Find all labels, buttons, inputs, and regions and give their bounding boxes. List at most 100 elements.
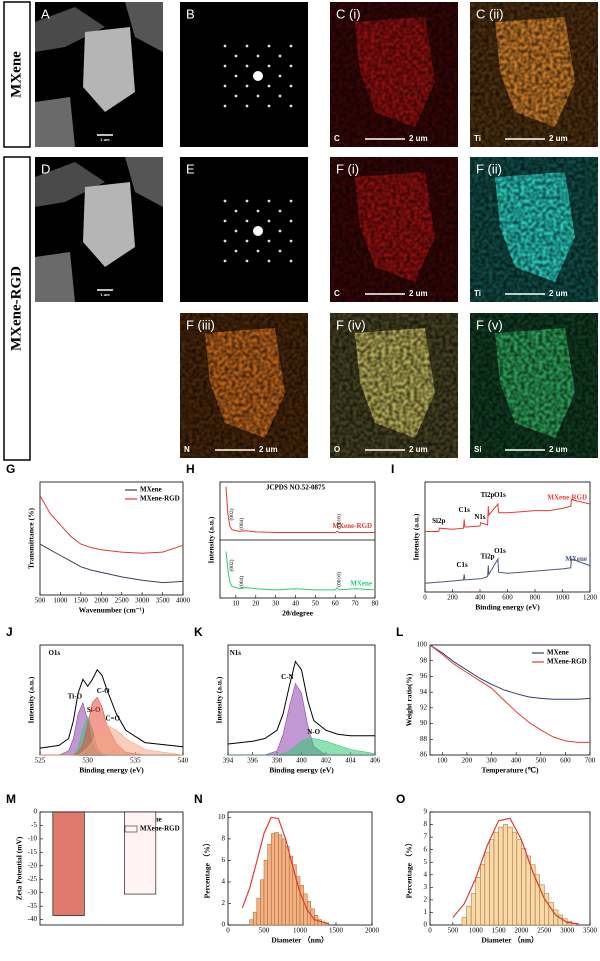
y-tick-label: 1: [424, 908, 428, 916]
scale-label: 2 um: [409, 134, 428, 143]
scale-label: 2 um: [549, 445, 568, 454]
diffraction-spot: [234, 229, 238, 233]
x-tick-label: 4000: [176, 597, 191, 605]
fit-curve: [241, 816, 329, 925]
diffraction-spot: [267, 199, 271, 203]
y-tick-label: 2: [424, 895, 428, 903]
hist-bar: [256, 897, 261, 926]
y-tick-label: -30: [28, 888, 38, 896]
panel-label: C (i): [336, 6, 361, 21]
scale-label: 1 um: [100, 292, 110, 297]
y-tick-label: 4: [222, 878, 226, 886]
y-axis-label: Intensity (a.u.): [207, 516, 216, 563]
scale-label: 1 um: [100, 137, 110, 142]
y-tick-label: 7: [424, 833, 428, 841]
x-tick-label: 40: [292, 600, 300, 608]
y-tick-label: 2: [222, 899, 226, 907]
diffraction-spot: [245, 84, 249, 88]
hist-bar: [252, 911, 258, 926]
diffraction-spot: [289, 259, 293, 263]
x-tick-label: 100: [437, 757, 448, 765]
line: [40, 724, 184, 756]
image-bg: [180, 157, 308, 302]
y-tick-label: 0: [222, 921, 226, 929]
x-tick-label: 535: [130, 757, 141, 765]
hist-bar: [521, 848, 527, 926]
x-tick-label: 80: [372, 600, 380, 608]
hist-bar: [480, 864, 486, 926]
y-tick-label: -40: [28, 915, 38, 923]
x-tick-label: 398: [272, 757, 283, 765]
annotation: (002): [228, 559, 235, 571]
diffraction-spot: [278, 74, 282, 78]
debris: [125, 2, 163, 52]
panel-label: J: [6, 625, 13, 639]
peak-label: N-O: [307, 728, 320, 736]
element-label: Ti: [474, 289, 481, 298]
map-noise: [180, 313, 308, 458]
map-noise: [330, 313, 458, 458]
diffraction-spot: [256, 209, 260, 213]
diffraction-spot: [223, 239, 227, 243]
diffraction-spot: [278, 229, 282, 233]
legend-label: MXene-RGD: [140, 495, 180, 503]
y-tick-label: -5: [31, 821, 37, 829]
hist-bar: [498, 826, 504, 926]
diffraction-spot: [223, 219, 227, 223]
x-tick-label: 300: [486, 757, 497, 765]
x-tick-label: 600: [502, 594, 513, 602]
y-axis-label: Percentage （%）: [404, 839, 414, 899]
y-tick-label: -35: [28, 902, 38, 910]
beam-spot: [253, 226, 263, 236]
y-tick-label: 10: [218, 813, 226, 821]
diffraction-spot: [289, 44, 293, 48]
panel-label: N: [194, 792, 203, 806]
series-label: MXene: [350, 579, 372, 587]
group-label: MXene-RGD: [8, 266, 24, 351]
y-tick-label: -25: [28, 875, 38, 883]
bar: [52, 811, 85, 916]
diffraction-spot: [289, 84, 293, 88]
y-tick-label: -20: [28, 861, 38, 869]
diffraction-spot: [245, 199, 249, 203]
x-tick-label: 1500: [492, 927, 507, 935]
y-tick-label: 88: [420, 735, 428, 743]
panel-label: F (ii): [476, 161, 502, 176]
map-noise: [470, 2, 598, 147]
y-tick-label: 3: [424, 883, 428, 891]
line: [39, 668, 184, 749]
diffraction-spot: [256, 249, 260, 253]
annotation: Ti2p: [481, 491, 495, 499]
y-tick-label: 0: [424, 921, 428, 929]
diffraction-spot: [267, 219, 271, 223]
diffraction-spot: [267, 64, 271, 68]
line: [39, 543, 184, 584]
y-tick-label: 94: [420, 688, 428, 696]
annotation: C1s: [459, 506, 471, 514]
x-tick-label: 200: [462, 757, 473, 765]
x-tick-label: 200: [447, 594, 458, 602]
y-tick-label: 6: [222, 856, 226, 864]
diffraction-spot: [223, 104, 227, 108]
x-tick-label: 30: [272, 600, 280, 608]
x-tick-label: 0: [428, 927, 432, 935]
panel-label: I: [391, 462, 394, 476]
annotation: Si2p: [432, 517, 445, 525]
diffraction-spot: [289, 239, 293, 243]
x-tick-label: 600: [560, 757, 571, 765]
hist-bar: [278, 834, 283, 926]
map-noise: [470, 157, 598, 302]
hist-bar: [512, 831, 518, 926]
x-axis-label: Diameter （nm）: [271, 935, 328, 945]
hist-bar: [249, 919, 254, 926]
map-noise: [330, 157, 458, 302]
y-tick-label: 92: [420, 703, 428, 711]
y-tick-label: 6: [424, 845, 428, 853]
x-tick-label: 406: [370, 757, 381, 765]
scale-label: 2 um: [259, 445, 278, 454]
hist-bar: [285, 846, 290, 926]
map-noise: [470, 313, 598, 458]
x-tick-label: 2000: [94, 597, 109, 605]
diffraction-spot: [223, 64, 227, 68]
x-tick-label: 1000: [53, 597, 68, 605]
